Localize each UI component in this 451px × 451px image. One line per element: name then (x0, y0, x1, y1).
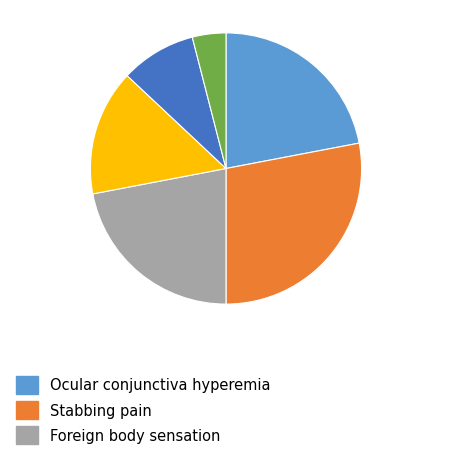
Wedge shape (226, 34, 359, 169)
Wedge shape (226, 144, 361, 304)
Wedge shape (192, 34, 226, 169)
Wedge shape (90, 77, 226, 194)
Wedge shape (127, 38, 226, 169)
Wedge shape (92, 169, 226, 304)
Legend: Ocular conjunctiva hyperemia, Stabbing pain, Foreign body sensation: Ocular conjunctiva hyperemia, Stabbing p… (16, 376, 270, 444)
